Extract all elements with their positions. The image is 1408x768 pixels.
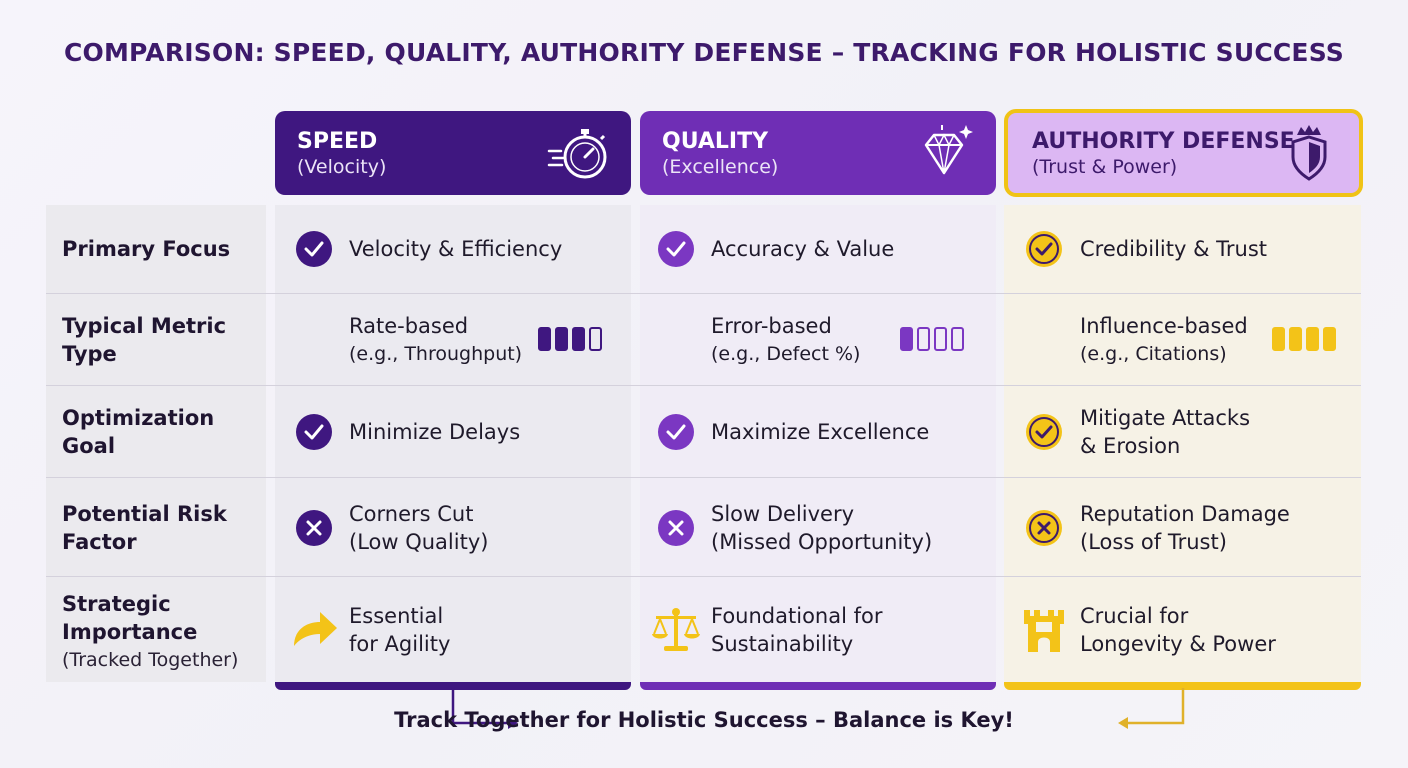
meter-segment [917,327,930,351]
row-label-bg [46,205,266,293]
arrow-curve-icon [294,612,337,646]
authority-bottom-bar [1004,682,1361,690]
row-divider [46,477,1361,478]
meter-segment [1289,327,1302,351]
column-subtitle: (Trust & Power) [1032,156,1178,178]
meter-segment [934,327,947,351]
row-label-risk-factor: Potential Risk Factor [62,502,227,554]
check-circle-icon [1026,414,1062,450]
quality-risk-factor: Slow Delivery (Missed Opportunity) [711,502,933,554]
castle-icon [1024,610,1064,652]
quality-primary-focus: Accuracy & Value [711,237,895,261]
x-circle-icon [658,510,694,546]
column-name: AUTHORITY DEFENSE [1032,129,1295,154]
speed-risk-factor: Corners Cut (Low Quality) [349,502,489,554]
speed-optimization-goal: Minimize Delays [349,420,521,444]
column-subtitle: (Velocity) [297,156,387,178]
speed-primary-focus: Velocity & Efficiency [349,237,563,261]
meter-segment [1272,327,1285,351]
authority-optimization-goal: Mitigate Attacks & Erosion [1080,406,1251,458]
check-circle-icon [658,414,694,450]
quality-optimization-goal: Maximize Excellence [711,420,930,444]
check-circle-icon [658,231,694,267]
speed-column-body [275,205,631,682]
meter-segment [900,327,913,351]
row-label-bg [46,478,266,576]
authority-primary-focus: Credibility & Trust [1080,237,1268,261]
column-subtitle: (Excellence) [662,156,779,178]
meter-segment [1323,327,1336,351]
quality-metric-meter [900,327,964,351]
left-connector-arrow-icon [451,688,518,729]
speed-column-header: SPEED (Velocity) [275,111,631,195]
row-label-optimization-goal: Optimization Goal [62,406,215,458]
footer-tagline: Track Together for Holistic Success – Ba… [394,708,1014,732]
row-divider [46,385,1361,386]
row-label-primary-focus: Primary Focus [62,237,231,261]
meter-segment [538,327,551,351]
row-label-bg [46,577,266,682]
authority-metric-type: Influence-based (e.g., Citations) [1080,314,1248,365]
check-circle-icon [296,414,332,450]
meter-segment [951,327,964,351]
speed-metric-type: Rate-based (e.g., Throughput) [349,314,523,365]
shield-crown-icon [1291,125,1327,181]
check-circle-icon [296,231,332,267]
row-label-metric-type: Typical Metric Type [62,314,227,366]
x-circle-icon [1026,510,1062,546]
right-connector-arrow-icon [1118,688,1185,729]
quality-metric-type: Error-based (e.g., Defect %) [711,314,861,365]
speed-metric-meter [538,327,602,351]
column-name: SPEED [297,129,378,154]
authority-column-header: AUTHORITY DEFENSE (Trust & Power) [1004,109,1363,197]
authority-column-body [1004,205,1361,682]
row-label-bg [46,294,266,385]
authority-strategic-importance: Crucial for Longevity & Power [1080,604,1276,656]
quality-strategic-importance: Foundational for Sustainability [711,604,883,656]
row-divider [46,293,1361,294]
scales-icon [652,608,700,651]
authority-metric-meter [1272,327,1336,351]
column-name: QUALITY [662,129,769,154]
meter-segment [1306,327,1319,351]
speed-strategic-importance: Essential for Agility [349,604,451,656]
stopwatch-icon [547,129,607,179]
speed-bottom-bar [275,682,631,690]
diamond-icon [924,125,973,175]
meter-segment [555,327,568,351]
meter-segment [589,327,602,351]
meter-segment [572,327,585,351]
quality-column-header: QUALITY (Excellence) [640,111,996,195]
check-circle-icon [1026,231,1062,267]
authority-risk-factor: Reputation Damage (Loss of Trust) [1080,502,1290,554]
x-circle-icon [296,510,332,546]
quality-bottom-bar [640,682,996,690]
row-divider [46,576,1361,577]
row-label-bg [46,386,266,477]
row-label-strategic-importance: Strategic Importance (Tracked Together) [62,592,239,671]
quality-column-body [640,205,996,682]
page-title: COMPARISON: SPEED, QUALITY, AUTHORITY DE… [63,38,1344,67]
